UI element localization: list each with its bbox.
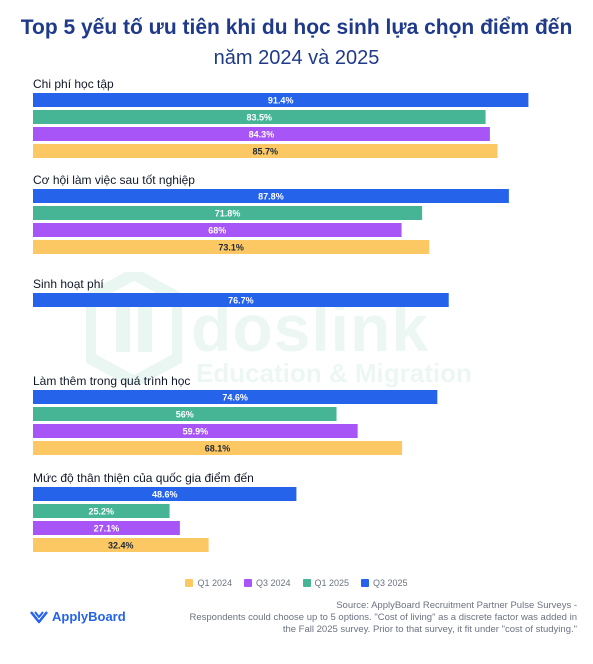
bar-value-label: 59.9% xyxy=(183,427,209,437)
bar-q1-2025 xyxy=(33,110,486,124)
legend-swatch xyxy=(185,579,194,587)
bar-q3-2025 xyxy=(33,93,529,107)
bar-q3-2024 xyxy=(33,521,180,535)
bar-value-label: 83.5% xyxy=(247,113,273,123)
legend-item: Q3 2025 xyxy=(361,578,408,588)
bar-value-label: 84.3% xyxy=(249,130,275,140)
bar-value-label: 27.1% xyxy=(94,524,120,534)
legend-label: Q1 2024 xyxy=(197,578,232,588)
applyboard-label: ApplyBoard xyxy=(52,609,126,624)
bar-value-label: 68% xyxy=(208,226,226,236)
bar-value-label: 76.7% xyxy=(228,296,254,306)
category-label: Chi phí học tập xyxy=(33,77,114,91)
bar-q3-2025 xyxy=(33,390,438,404)
category-label: Mức độ thân thiện của quốc gia điểm đến xyxy=(33,471,254,485)
bar-value-label: 68.1% xyxy=(205,444,231,454)
legend-item: Q1 2025 xyxy=(302,578,350,588)
legend-swatch xyxy=(302,579,311,587)
bar-q3-2025 xyxy=(33,487,297,501)
source-line: Respondents could choose up to 5 options… xyxy=(189,612,577,623)
legend-swatch xyxy=(243,579,252,587)
legend-item: Q3 2024 xyxy=(243,578,291,588)
bar-value-label: 87.8% xyxy=(258,192,284,202)
bar-q1-2024 xyxy=(33,144,498,158)
bar-q1-2024 xyxy=(33,441,403,455)
bar-value-label: 32.4% xyxy=(108,541,134,551)
applyboard-logo-icon xyxy=(30,610,48,623)
bar-q3-2024 xyxy=(33,127,490,141)
bar-q3-2025 xyxy=(33,189,509,203)
bar-value-label: 73.1% xyxy=(218,243,244,253)
bar-q3-2024 xyxy=(33,424,358,438)
source-note: Source: ApplyBoard Recruitment Partner P… xyxy=(107,600,577,636)
source-line: the Fall 2025 survey. Prior to that surv… xyxy=(282,624,577,635)
chart-subtitle: năm 2024 và 2025 xyxy=(213,47,380,69)
bar-q1-2025 xyxy=(33,206,423,220)
legend-label: Q3 2025 xyxy=(373,578,408,588)
bar-chart: Chi phí học tập 91.4% 83.5% 84.3% 85.7% Cơ hộ… xyxy=(33,77,529,552)
legend-swatch xyxy=(361,579,370,587)
category-label: Làm thêm trong quá trình học xyxy=(33,374,190,388)
bar-value-label: 48.6% xyxy=(152,490,178,500)
bar-q3-2025 xyxy=(33,293,449,307)
bar-value-label: 25.2% xyxy=(89,507,115,517)
bar-q1-2025 xyxy=(33,504,170,518)
chart-title: Top 5 yếu tố ưu tiên khi du học sinh lựa… xyxy=(20,16,573,39)
legend-label: Q3 2024 xyxy=(255,578,291,588)
legend-label: Q1 2025 xyxy=(314,578,350,588)
bar-value-label: 71.8% xyxy=(215,209,241,219)
bar-value-label: 85.7% xyxy=(252,147,278,157)
bar-q1-2024 xyxy=(33,240,430,254)
chart-legend: Q1 2024 Q3 2024 Q1 2025 Q3 2025 xyxy=(0,578,593,588)
applyboard-brand: ApplyBoard xyxy=(30,609,126,624)
bar-value-label: 91.4% xyxy=(268,96,294,106)
bar-q1-2025 xyxy=(33,407,337,421)
bar-q3-2024 xyxy=(33,223,402,237)
bar-value-label: 74.6% xyxy=(222,393,248,403)
source-line: Source: ApplyBoard Recruitment Partner P… xyxy=(336,600,577,611)
category-label: Cơ hội làm việc sau tốt nghiệp xyxy=(33,173,195,187)
legend-item: Q1 2024 xyxy=(185,578,232,588)
category-label: Sinh hoạt phí xyxy=(33,277,104,291)
bar-q1-2024 xyxy=(33,538,209,552)
bar-value-label: 56% xyxy=(176,410,194,420)
